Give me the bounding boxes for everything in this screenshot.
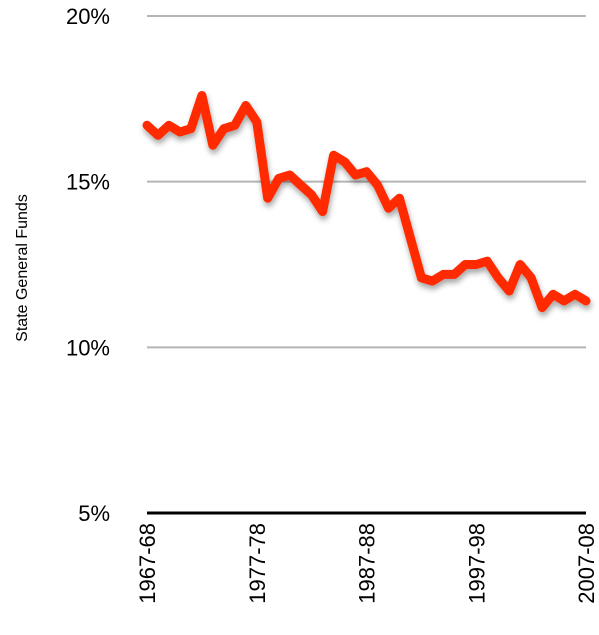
y-tick-label: 5% xyxy=(78,501,110,526)
x-tick-label: 1987-88 xyxy=(355,523,380,604)
series-group xyxy=(142,91,591,313)
x-tick-label: 2007-08 xyxy=(574,523,599,604)
y-tick-label: 10% xyxy=(66,335,110,360)
series-line xyxy=(142,91,591,313)
x-tick-label: 1977-78 xyxy=(245,523,270,604)
x-tick-label: 1997-98 xyxy=(464,523,489,604)
y-tick-label: 20% xyxy=(66,4,110,29)
x-tick-labels: 1967-68 1977-78 1987-88 1997-98 2007-08 xyxy=(135,523,599,604)
y-axis-label: State General Funds xyxy=(14,194,31,342)
gridlines xyxy=(147,15,586,515)
y-tick-labels: 5% 10% 15% 20% xyxy=(66,4,110,526)
y-tick-label: 15% xyxy=(66,170,110,195)
x-tick-label: 1967-68 xyxy=(135,523,160,604)
